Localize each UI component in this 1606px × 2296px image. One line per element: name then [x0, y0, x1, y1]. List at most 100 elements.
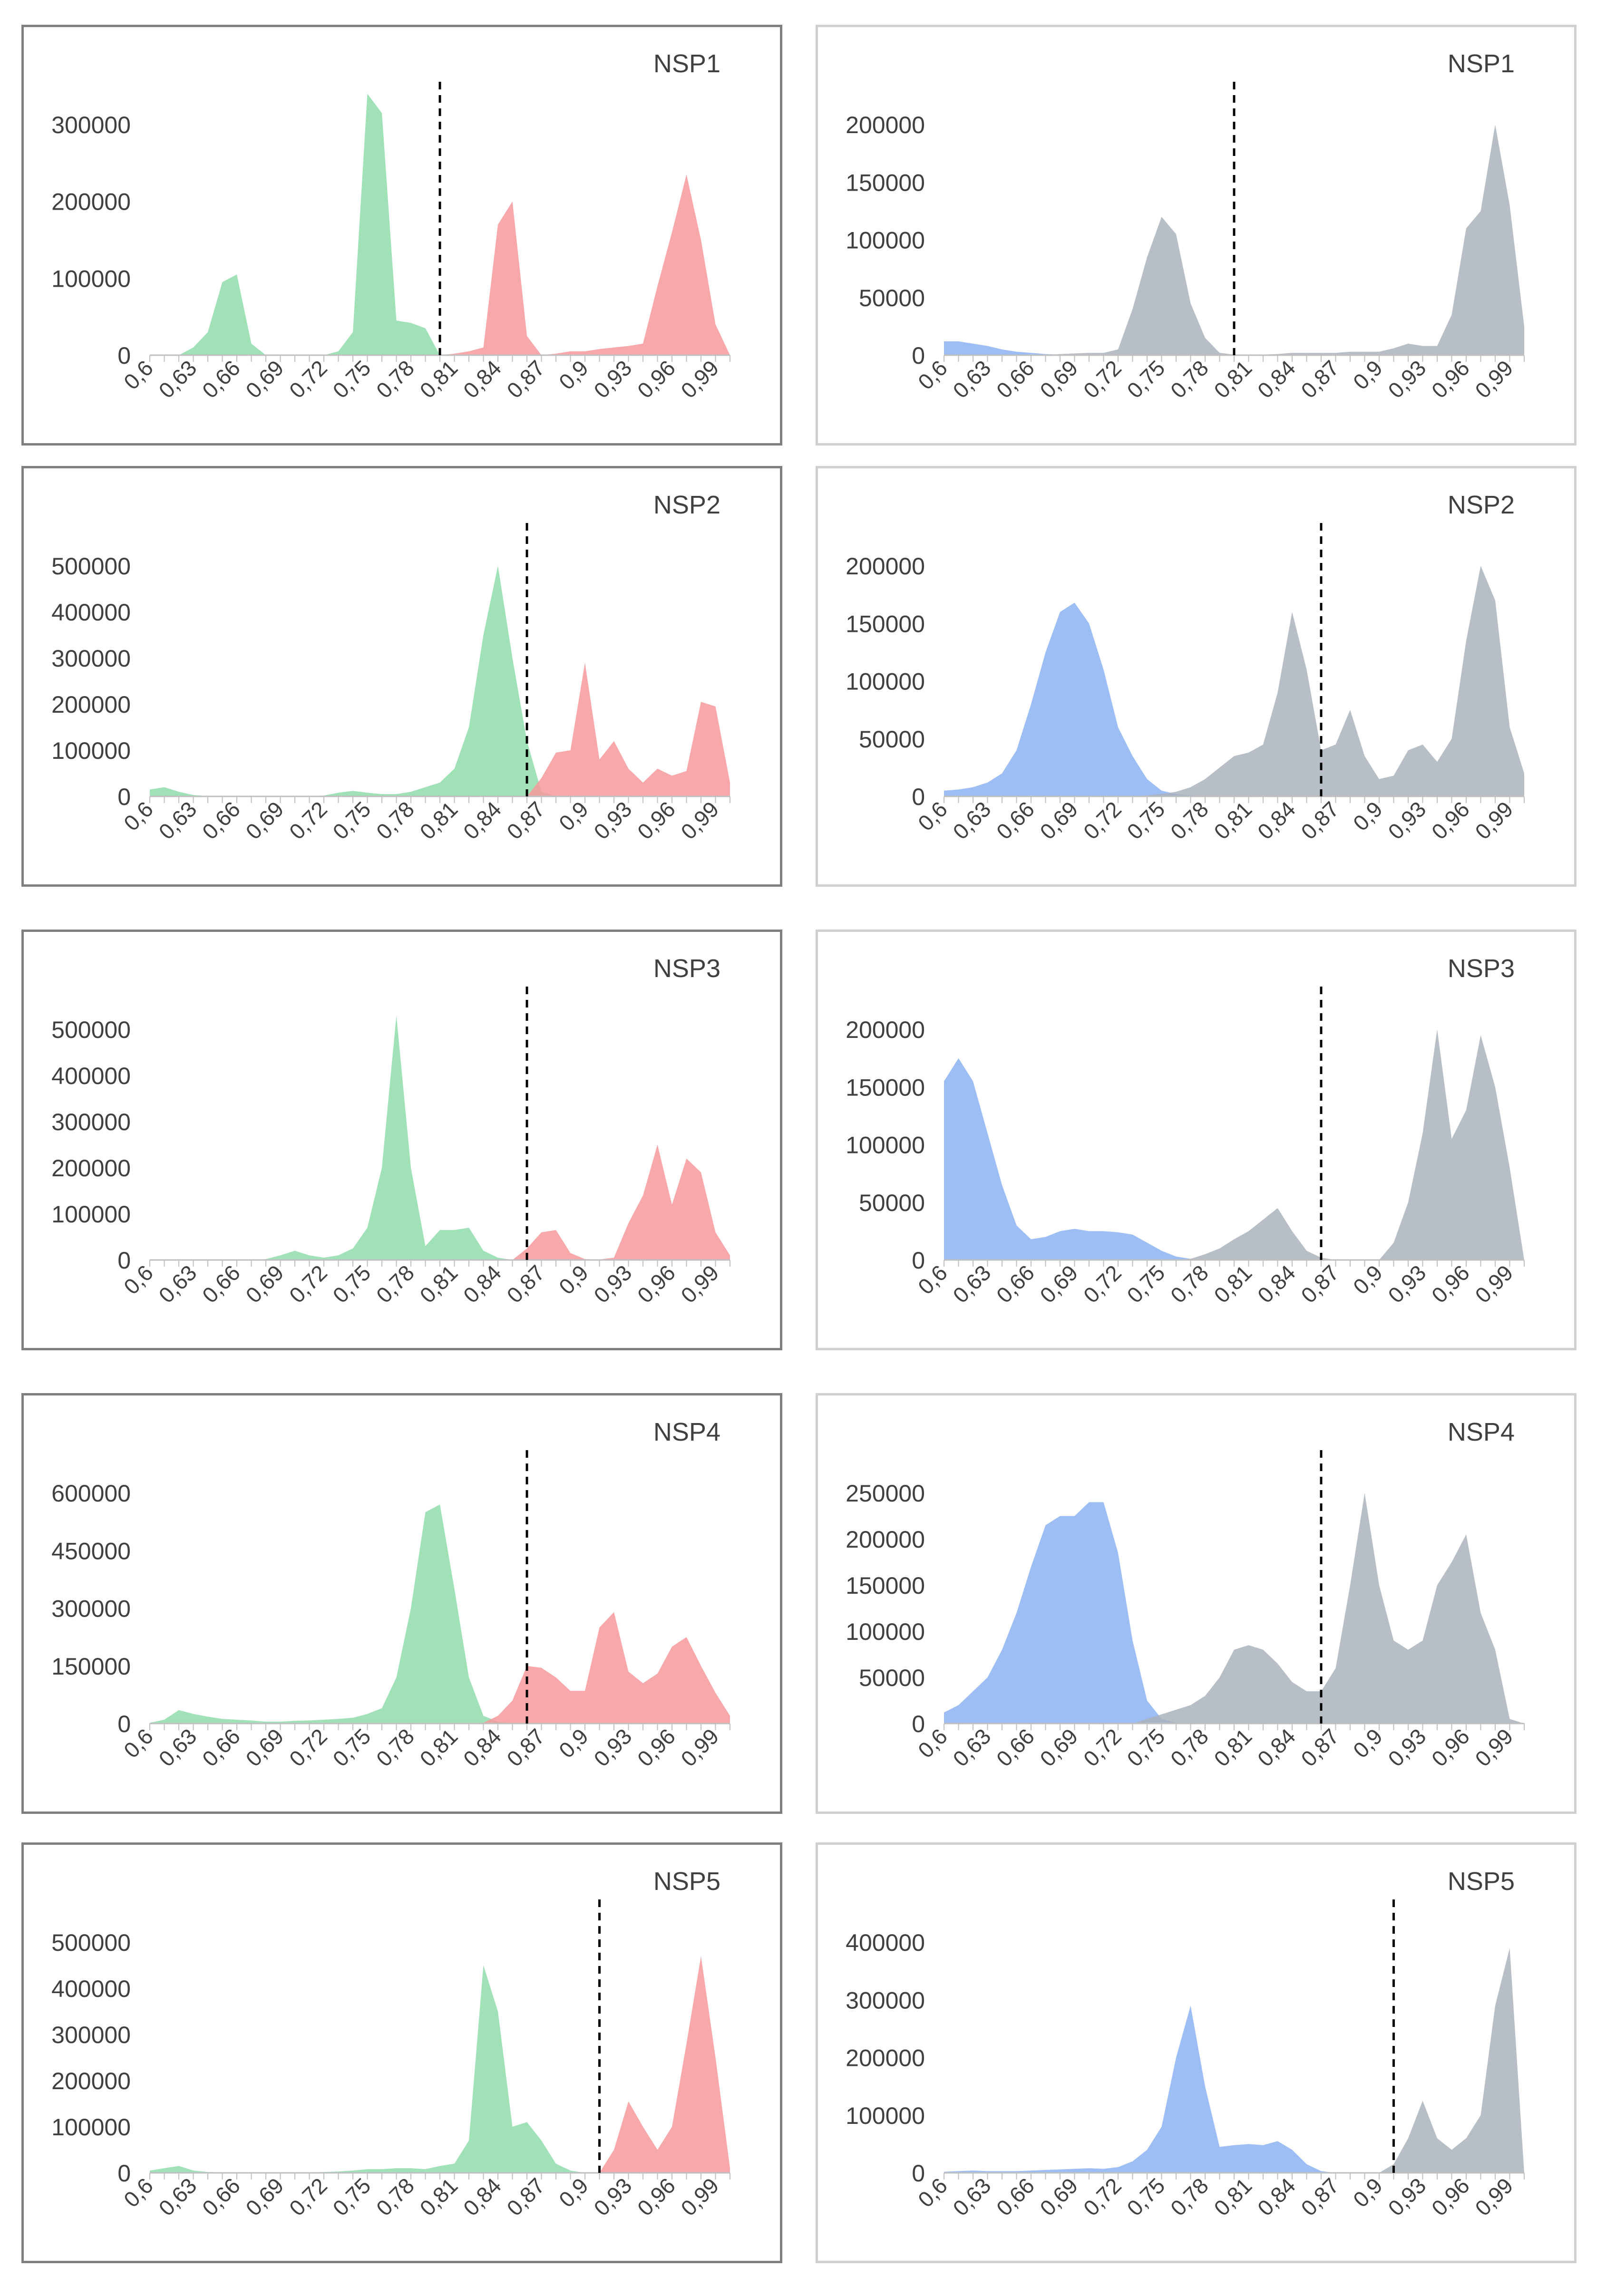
x-tick-label: 0,84 — [458, 2173, 506, 2220]
x-tick-label: 0,63 — [948, 1724, 995, 1771]
chart-svg: NSP201000002000003000004000005000000,60,… — [51, 491, 730, 844]
x-tick-label: 0,69 — [1035, 1724, 1082, 1771]
chart-svg: NSP40500001000001500002000002500000,60,6… — [846, 1418, 1525, 1771]
x-tick-label: 0,96 — [1427, 796, 1474, 844]
x-tick-label: 0,87 — [502, 1260, 549, 1308]
x-tick-label: 0,75 — [1122, 1724, 1169, 1771]
x-tick-label: 0,63 — [948, 355, 995, 403]
x-tick-label: 0,69 — [1035, 2173, 1082, 2220]
x-tick-label: 0,81 — [415, 1260, 462, 1308]
y-tick-label: 150000 — [846, 169, 925, 196]
chart-title: NSP3 — [1448, 954, 1515, 983]
y-tick-label: 150000 — [846, 610, 925, 637]
x-tick-label: 0,96 — [633, 1724, 680, 1771]
chart-title: NSP2 — [1448, 491, 1515, 519]
chart-panel-3: NSP2 0 100000 200000 300000 400000 500000 0,6 0,… — [21, 466, 782, 887]
chart-panel-1: NSP1 0 100000 200000 300000 0,6 0,63 0,66 0,69 0,… — [21, 25, 782, 446]
chart-svg: NSP101000002000003000000,60,630,660,690,… — [51, 49, 730, 403]
y-tick-label: 400000 — [846, 1929, 925, 1956]
x-tick-label: 0,87 — [1296, 2173, 1343, 2220]
x-tick-label: 0,78 — [1166, 1260, 1213, 1308]
y-tick-label: 100000 — [846, 1618, 925, 1645]
x-tick-label: 0,66 — [992, 1724, 1039, 1771]
chart-title: NSP4 — [653, 1418, 720, 1446]
x-tick-label: 0,9 — [554, 355, 593, 394]
area-series-red — [150, 1612, 730, 1724]
x-tick-label: 0,69 — [241, 1260, 288, 1308]
x-tick-label: 0,9 — [1348, 2173, 1387, 2212]
area-series-gray — [944, 566, 1524, 796]
y-tick-label: 150000 — [846, 1572, 925, 1599]
x-tick-label: 0,99 — [676, 1724, 723, 1771]
x-tick-label: 0,84 — [1253, 355, 1300, 403]
x-tick-label: 0,63 — [154, 1724, 201, 1771]
y-tick-label: 200000 — [846, 1526, 925, 1553]
chart-panel-4: NSP2 0 50000 100000 150000 200000 0,6 0,63 0,66 0… — [816, 466, 1577, 887]
x-tick-label: 0,72 — [284, 796, 332, 844]
x-tick-label: 0,69 — [1035, 355, 1082, 403]
x-tick-label: 0,69 — [241, 1724, 288, 1771]
x-tick-label: 0,99 — [676, 355, 723, 403]
x-tick-label: 0,87 — [502, 796, 549, 844]
y-tick-label: 100000 — [51, 2114, 131, 2141]
x-tick-label: 0,72 — [1079, 1260, 1126, 1308]
y-tick-label: 200000 — [51, 2068, 131, 2094]
x-tick-label: 0,63 — [948, 2173, 995, 2220]
x-tick-label: 0,99 — [676, 2173, 723, 2220]
x-tick-label: 0,72 — [1079, 1724, 1126, 1771]
x-tick-label: 0,93 — [1383, 1260, 1431, 1308]
y-tick-label: 450000 — [51, 1538, 131, 1564]
chart-svg: NSP401500003000004500006000000,60,630,66… — [51, 1418, 730, 1771]
x-tick-label: 0,81 — [1209, 796, 1256, 844]
x-tick-label: 0,78 — [371, 796, 419, 844]
x-tick-label: 0,9 — [554, 1724, 593, 1763]
x-tick-label: 0,72 — [1079, 796, 1126, 844]
x-tick-label: 0,72 — [1079, 2173, 1126, 2220]
y-tick-label: 200000 — [51, 1155, 131, 1182]
x-tick-label: 0,9 — [554, 796, 593, 835]
y-tick-label: 400000 — [51, 1063, 131, 1089]
x-tick-label: 0,75 — [1122, 2173, 1169, 2220]
x-tick-label: 0,78 — [1166, 355, 1213, 403]
chart-panel-9: NSP5 0 100000 200000 300000 400000 500000 0,6 0,… — [21, 1842, 782, 2263]
x-tick-label: 0,84 — [458, 796, 506, 844]
x-tick-label: 0,81 — [1209, 355, 1256, 403]
area-series-blue — [944, 341, 1524, 355]
y-tick-label: 300000 — [51, 645, 131, 672]
x-tick-label: 0,96 — [1427, 2173, 1474, 2220]
x-tick-label: 0,69 — [1035, 1260, 1082, 1308]
chart-panel-8: NSP4 0 50000 100000 150000 200000 250000 0,6 0,6… — [816, 1393, 1577, 1814]
chart-title: NSP3 — [653, 954, 720, 983]
y-tick-label: 50000 — [859, 1665, 925, 1691]
x-tick-label: 0,96 — [1427, 355, 1474, 403]
x-tick-label: 0,66 — [197, 355, 245, 403]
x-tick-label: 0,93 — [589, 1724, 636, 1771]
x-tick-label: 0,66 — [197, 1724, 245, 1771]
y-tick-label: 100000 — [846, 1132, 925, 1159]
area-series-blue — [944, 602, 1524, 796]
area-series-blue — [944, 1058, 1524, 1260]
x-tick-label: 0,72 — [1079, 355, 1126, 403]
x-tick-label: 0,9 — [1348, 1260, 1387, 1299]
y-tick-label: 100000 — [51, 265, 131, 292]
chart-title: NSP1 — [1448, 49, 1515, 78]
x-tick-label: 0,69 — [241, 796, 288, 844]
y-tick-label: 600000 — [51, 1480, 131, 1507]
x-tick-label: 0,63 — [948, 1260, 995, 1308]
area-series-red — [150, 662, 730, 796]
y-tick-label: 0 — [117, 1711, 131, 1737]
x-tick-label: 0,72 — [284, 1260, 332, 1308]
x-tick-label: 0,87 — [1296, 355, 1343, 403]
x-tick-label: 0,78 — [371, 2173, 419, 2220]
area-series-gray — [944, 1029, 1524, 1260]
y-tick-label: 200000 — [51, 691, 131, 718]
y-tick-label: 0 — [912, 2160, 925, 2187]
y-tick-label: 250000 — [846, 1480, 925, 1507]
y-tick-label: 300000 — [846, 1987, 925, 2014]
y-tick-label: 300000 — [51, 112, 131, 138]
x-tick-label: 0,66 — [197, 2173, 245, 2220]
chart-panel-10: NSP5 0 100000 200000 300000 400000 0,6 0,63 0,66… — [816, 1842, 1577, 2263]
x-tick-label: 0,81 — [415, 1724, 462, 1771]
x-tick-label: 0,75 — [328, 796, 375, 844]
y-tick-label: 400000 — [51, 1976, 131, 2002]
